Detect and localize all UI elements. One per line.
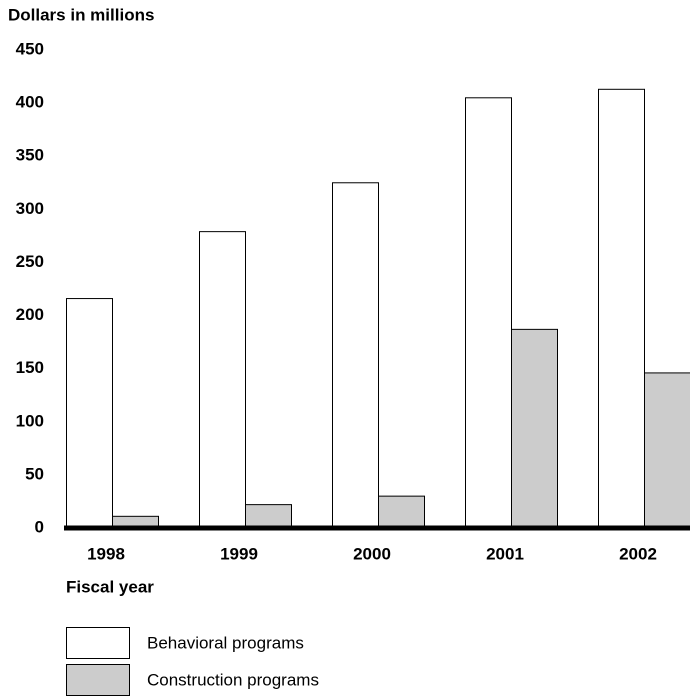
x-tick-label: 2000 bbox=[353, 544, 391, 563]
chart-title: Dollars in millions bbox=[8, 5, 154, 24]
bar bbox=[465, 97, 512, 529]
y-tick-label: 350 bbox=[16, 146, 44, 165]
x-tick-label: 2002 bbox=[619, 544, 657, 563]
y-tick-label: 100 bbox=[16, 411, 44, 430]
y-tick-label: 300 bbox=[16, 199, 44, 218]
legend-swatch bbox=[66, 627, 130, 659]
y-tick-label: 400 bbox=[16, 93, 44, 112]
x-tick-label: 1998 bbox=[87, 544, 125, 563]
legend-swatch bbox=[66, 664, 130, 696]
bar bbox=[378, 495, 425, 529]
bar bbox=[644, 372, 690, 529]
y-tick-label: 200 bbox=[16, 305, 44, 324]
bar bbox=[245, 504, 292, 529]
legend-label: Construction programs bbox=[147, 670, 319, 689]
bar bbox=[199, 231, 246, 529]
x-axis-label: Fiscal year bbox=[66, 577, 154, 596]
bar bbox=[598, 88, 645, 529]
y-tick-label: 450 bbox=[16, 39, 44, 58]
y-tick-label: 250 bbox=[16, 252, 44, 271]
x-tick-label: 2001 bbox=[486, 544, 524, 563]
bar bbox=[66, 298, 113, 529]
bar bbox=[332, 182, 379, 529]
y-tick-label: 50 bbox=[25, 464, 44, 483]
x-tick-label: 1999 bbox=[220, 544, 258, 563]
y-tick-label: 0 bbox=[35, 517, 44, 536]
y-tick-label: 150 bbox=[16, 358, 44, 377]
legend-label: Behavioral programs bbox=[147, 633, 304, 652]
bar bbox=[511, 328, 558, 529]
